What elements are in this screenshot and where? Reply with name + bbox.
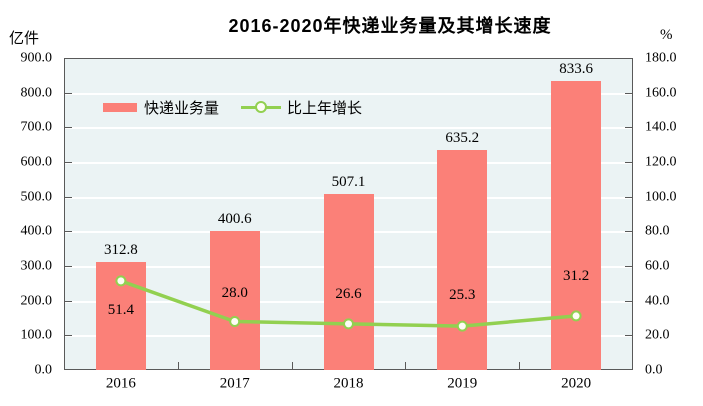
legend-bar-swatch	[103, 102, 137, 112]
bar-2020	[551, 81, 602, 370]
bar-value-label: 833.6	[559, 61, 593, 78]
x-tick-label: 2019	[447, 375, 478, 392]
bar-2018	[323, 194, 374, 370]
left-axis-tick	[64, 300, 72, 302]
right-axis-unit: %	[660, 27, 673, 43]
x-tick-label: 2020	[561, 375, 592, 392]
left-tick-label: 200.0	[20, 293, 53, 309]
legend-line-swatch	[241, 101, 282, 113]
right-tick-label: 180.0	[645, 50, 677, 66]
line-value-label: 31.2	[562, 267, 590, 284]
gridline	[65, 162, 632, 164]
left-axis-tick	[64, 92, 72, 94]
left-tick-label: 700.0	[20, 119, 53, 135]
left-tick-label: 500.0	[20, 189, 53, 205]
left-tick-label: 400.0	[20, 223, 53, 239]
line-value-label: 51.4	[107, 301, 135, 318]
left-axis-tick	[64, 266, 72, 267]
right-axis-tick	[625, 127, 633, 129]
left-axis-tick	[64, 335, 72, 337]
bar-value-label: 400.6	[217, 211, 252, 228]
right-tick-label: 120.0	[645, 154, 677, 170]
left-tick-label: 800.0	[20, 85, 53, 101]
right-axis-tick	[625, 196, 633, 198]
x-axis-tick	[519, 362, 521, 370]
legend: 快递业务量 比上年增长	[103, 97, 362, 117]
x-tick-label: 2017	[219, 375, 250, 392]
right-tick-label: 0.0	[645, 362, 663, 378]
right-axis-tick	[625, 266, 633, 267]
right-tick-label: 140.0	[645, 119, 677, 135]
bar-value-label: 312.8	[104, 241, 138, 258]
right-axis-tick	[625, 335, 633, 337]
chart-title: 2016-2020年快递业务量及其增长速度	[228, 16, 552, 36]
line-value-label: 26.6	[335, 285, 362, 302]
legend-line-marker-icon	[255, 101, 268, 113]
legend-line-label: 比上年增长	[287, 100, 363, 117]
left-axis-tick	[64, 231, 72, 233]
x-tick-label: 2018	[333, 375, 364, 392]
right-tick-label: 20.0	[645, 327, 670, 343]
bar-value-label: 635.2	[445, 129, 480, 146]
left-tick-label: 600.0	[20, 154, 53, 170]
right-axis-tick	[625, 231, 633, 233]
right-axis-tick	[625, 300, 633, 302]
right-axis-tick	[625, 162, 633, 163]
right-tick-label: 40.0	[645, 293, 670, 309]
right-tick-label: 160.0	[645, 85, 677, 101]
x-tick-label: 2016	[105, 375, 136, 392]
line-value-label: 28.0	[221, 285, 248, 302]
left-tick-label: 300.0	[20, 258, 53, 274]
left-tick-label: 0.0	[34, 362, 53, 378]
x-axis-tick	[177, 362, 179, 370]
gridline	[65, 92, 632, 95]
bar-value-label: 507.1	[331, 174, 366, 191]
right-axis-tick	[625, 92, 633, 94]
gridline	[65, 127, 632, 130]
line-value-label: 25.3	[449, 287, 476, 304]
left-tick-label: 900.0	[20, 50, 53, 66]
left-axis-tick	[64, 127, 72, 129]
right-tick-label: 100.0	[645, 189, 677, 205]
x-axis-tick	[291, 362, 293, 370]
left-axis-tick	[64, 162, 72, 163]
right-tick-label: 80.0	[645, 223, 670, 239]
x-axis-tick	[405, 362, 407, 370]
left-axis-tick	[64, 196, 72, 198]
bar-2019	[437, 149, 488, 370]
right-tick-label: 60.0	[645, 258, 670, 274]
left-tick-label: 100.0	[20, 327, 53, 343]
legend-bar-label: 快递业务量	[144, 100, 220, 117]
left-axis-unit: 亿件	[9, 31, 40, 47]
